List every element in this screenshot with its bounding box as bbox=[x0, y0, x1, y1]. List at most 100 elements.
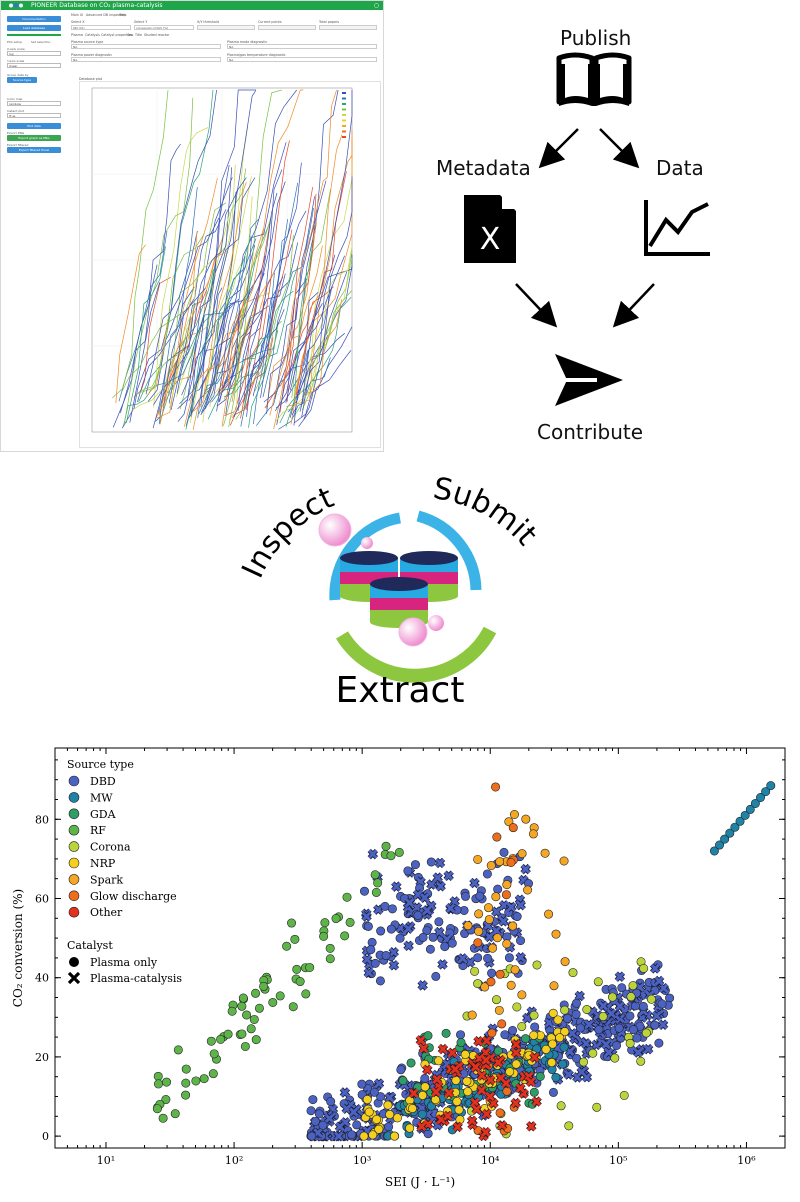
select-x-input[interactable]: SEI (J/L) bbox=[71, 25, 131, 30]
color-map-select[interactable]: rainbow bbox=[7, 101, 61, 106]
plasma-only-point bbox=[497, 1019, 507, 1029]
tab-main-ui[interactable]: Main UI bbox=[71, 13, 84, 17]
plasma-only-point bbox=[359, 1131, 369, 1141]
plasma-catalysis-point bbox=[443, 1111, 453, 1121]
mini-series-line bbox=[291, 189, 331, 399]
plasma-catalysis-point bbox=[633, 1047, 643, 1058]
plasma-only-point bbox=[181, 1090, 191, 1100]
plasma-only-point bbox=[463, 921, 473, 931]
x-scale-label: X-axis scale bbox=[7, 47, 25, 51]
plasma-only-point bbox=[418, 1090, 428, 1100]
plasma-only-point bbox=[547, 1058, 557, 1068]
plasma-catalysis-point bbox=[526, 1077, 536, 1087]
plasma-only-point bbox=[162, 1077, 172, 1087]
subtab-plasma[interactable]: Plasma bbox=[71, 33, 83, 37]
plasma-only-point bbox=[158, 1113, 168, 1123]
y-scale-select[interactable]: linear bbox=[7, 63, 61, 68]
plasma-only-point bbox=[386, 924, 396, 934]
plasma-only-point bbox=[389, 1131, 399, 1141]
mini-series-line bbox=[133, 276, 171, 398]
plasma-catalysis-point bbox=[403, 941, 414, 951]
app-close-icon[interactable]: ○ bbox=[373, 2, 379, 9]
plasma-only-point bbox=[558, 1059, 568, 1069]
plasma-only-point bbox=[512, 912, 522, 922]
plasma-catalysis-point bbox=[469, 878, 480, 888]
plasma-only-point bbox=[517, 1022, 527, 1032]
plasma-only-point bbox=[420, 1073, 430, 1083]
filter-mode-select[interactable]: NA bbox=[227, 44, 377, 49]
x-scale-select[interactable]: log bbox=[7, 51, 61, 56]
app-plot-canvas[interactable] bbox=[79, 81, 381, 448]
plasma-catalysis-point bbox=[420, 893, 430, 903]
subtab-catalyst-properties[interactable]: Catalyst properties bbox=[101, 33, 133, 37]
plasma-catalysis-point bbox=[419, 1043, 429, 1053]
filter-temp-label: Plasma/gas temperature diagnostic bbox=[227, 53, 286, 57]
documentation-button[interactable]: Documentation bbox=[7, 16, 61, 22]
mini-series-line bbox=[275, 317, 331, 422]
file-letter: X bbox=[480, 222, 501, 257]
legend-marker bbox=[68, 857, 80, 869]
mini-series-line bbox=[235, 234, 294, 420]
plasma-only-point bbox=[451, 1075, 461, 1085]
plasma-only-point bbox=[208, 1069, 218, 1079]
tab-plot-setup[interactable]: Plot setup bbox=[7, 40, 22, 44]
instant-plot-select[interactable]: True bbox=[7, 113, 61, 118]
x-tick-label: 10³ bbox=[353, 1154, 371, 1167]
subtab-gas[interactable]: Gas bbox=[127, 33, 134, 37]
plasma-only-point bbox=[305, 962, 315, 972]
filter-power-select[interactable]: NA bbox=[71, 57, 221, 62]
plasma-only-point bbox=[460, 891, 470, 901]
filter-temp-select[interactable]: NA bbox=[227, 57, 377, 62]
plasma-only-point bbox=[431, 971, 441, 981]
plasma-only-point bbox=[342, 892, 352, 902]
plasma-only-point bbox=[535, 1071, 545, 1081]
export-excel-button[interactable]: Export filtered Excel bbox=[7, 147, 61, 153]
plasma-catalysis-point bbox=[458, 953, 468, 964]
plasma-only-point bbox=[495, 1108, 505, 1118]
subtab-studied-reactor[interactable]: Studied reactor bbox=[144, 33, 170, 37]
plasma-only-point bbox=[173, 1045, 183, 1055]
plasma-only-point bbox=[725, 828, 735, 838]
group-by-select[interactable]: Source type bbox=[7, 77, 37, 83]
export-png-button[interactable]: Export graph as PNG bbox=[7, 135, 61, 141]
legend-marker bbox=[68, 775, 80, 787]
plasma-catalysis-point bbox=[470, 1062, 481, 1072]
load-database-button[interactable]: Load database bbox=[7, 25, 61, 31]
plot-data-button[interactable]: Plot data bbox=[7, 123, 61, 129]
plasma-only-point bbox=[372, 1114, 382, 1124]
extract-label: Extract bbox=[336, 670, 465, 711]
plasma-only-point bbox=[413, 910, 423, 920]
plasma-only-point bbox=[495, 969, 505, 979]
plasma-only-point bbox=[352, 1120, 362, 1130]
plasma-only-point bbox=[614, 1023, 624, 1033]
mini-series-line bbox=[227, 142, 287, 391]
plasma-only-point bbox=[473, 953, 483, 963]
plasma-only-point bbox=[249, 1014, 259, 1024]
filter-source-type-select[interactable]: NA bbox=[71, 44, 221, 49]
mini-series-line bbox=[147, 217, 220, 402]
mini-series-line bbox=[123, 97, 194, 425]
mini-legend-swatch bbox=[342, 119, 346, 122]
tab-help[interactable]: Help bbox=[119, 13, 127, 17]
threshold-input[interactable] bbox=[197, 25, 255, 30]
plasma-only-point bbox=[340, 931, 350, 941]
plasma-catalysis-point bbox=[482, 1036, 492, 1046]
plasma-only-point bbox=[292, 964, 302, 974]
publish-arrows-icon bbox=[538, 128, 640, 169]
plasma-only-point bbox=[460, 1050, 470, 1060]
tab-advanced-inspection[interactable]: Advanced DB inspection bbox=[86, 13, 127, 17]
plasma-only-point bbox=[628, 1025, 638, 1035]
plasma-only-point bbox=[425, 944, 435, 954]
tab-set-selection[interactable]: Set selection bbox=[31, 40, 51, 44]
plasma-catalysis-point bbox=[465, 957, 475, 967]
plasma-catalysis-point bbox=[434, 927, 444, 937]
subtab-title[interactable]: Title bbox=[135, 33, 143, 37]
plasma-only-point bbox=[625, 1038, 635, 1048]
instant-plot-label: Instant plot bbox=[7, 109, 25, 113]
plasma-only-point bbox=[639, 963, 649, 973]
mini-series-line bbox=[156, 346, 197, 419]
plasma-only-point bbox=[325, 943, 335, 953]
plasma-only-point bbox=[715, 840, 725, 850]
select-y-input[interactable]: conversion (CO2) (%) bbox=[134, 25, 194, 30]
subtab-catalysis[interactable]: Catalysis bbox=[85, 33, 100, 37]
